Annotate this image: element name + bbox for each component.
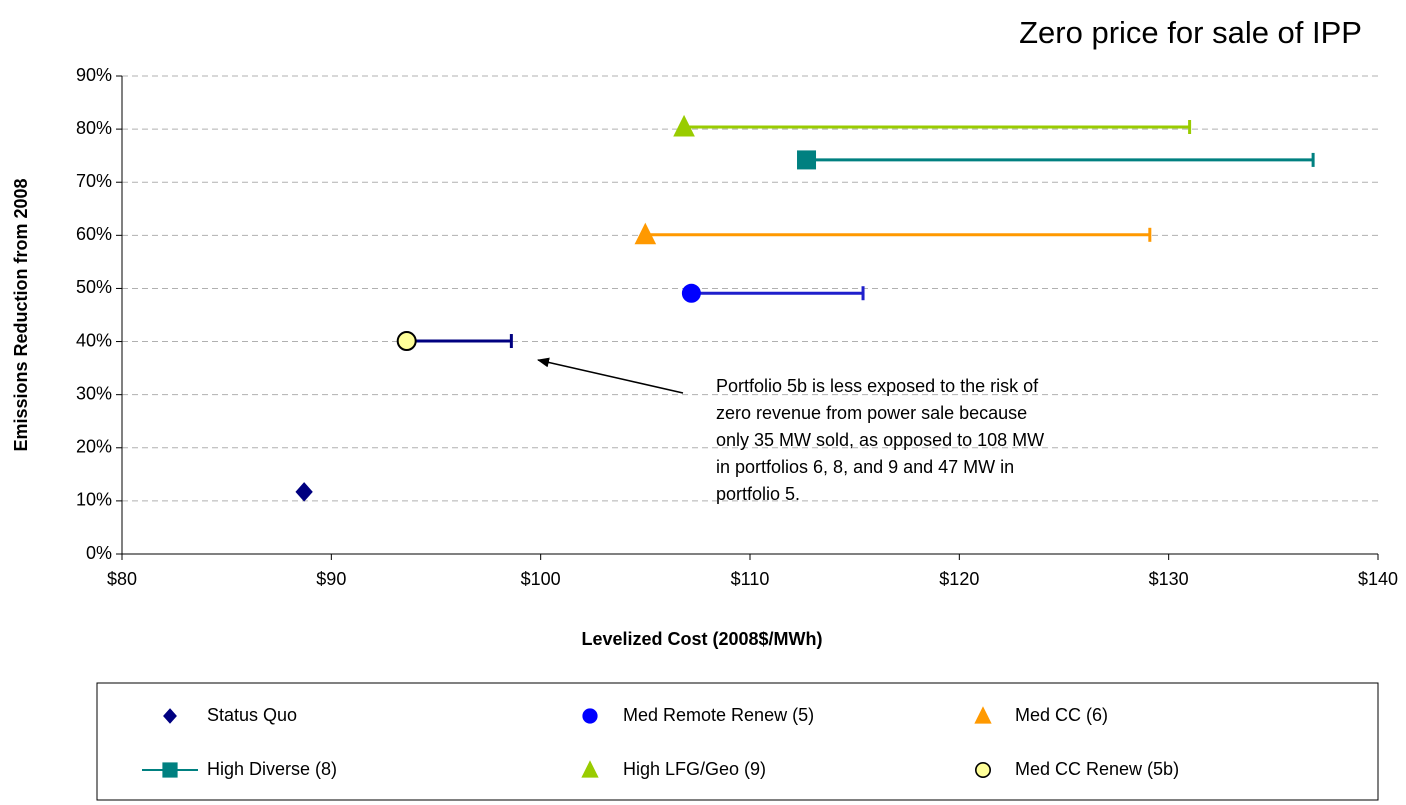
- x-tick-label: $140: [1358, 569, 1398, 589]
- annotation-line: portfolio 5.: [716, 484, 800, 504]
- legend-marker: [163, 708, 177, 724]
- annotation-line: Portfolio 5b is less exposed to the risk…: [716, 376, 1039, 396]
- marker: [396, 331, 417, 352]
- legend-marker: [581, 760, 599, 778]
- legend-marker: [974, 706, 992, 724]
- legend-marker: [162, 762, 178, 778]
- y-tick-label: 30%: [76, 383, 112, 403]
- legend-box: [96, 682, 1379, 801]
- y-axis-label: Emissions Reduction from 2008: [11, 178, 31, 451]
- marker: [797, 150, 817, 170]
- error-bar: [806, 152, 1315, 167]
- y-tick-label: 50%: [76, 277, 112, 297]
- x-tick-label: $120: [939, 569, 979, 589]
- y-tick-label: 70%: [76, 171, 112, 191]
- x-axis-label: Levelized Cost (2008$/MWh): [581, 629, 822, 649]
- y-tick-label: 40%: [76, 330, 112, 350]
- error-bar: [645, 227, 1152, 242]
- legend-marker: [582, 708, 598, 724]
- x-tick-label: $80: [107, 569, 137, 589]
- x-tick-label: $100: [521, 569, 561, 589]
- y-tick-label: 0%: [86, 543, 112, 563]
- legend-label: High LFG/Geo (9): [623, 759, 766, 779]
- annotation-line: zero revenue from power sale because: [716, 403, 1027, 423]
- legend-label: High Diverse (8): [207, 759, 337, 779]
- error-bar: [684, 119, 1192, 134]
- legend-label: Status Quo: [207, 705, 297, 725]
- annotation-arrow: [537, 357, 684, 394]
- error-bar: [691, 286, 865, 301]
- error-bar: [406, 334, 513, 349]
- y-tick-label: 80%: [76, 118, 112, 138]
- x-tick-label: $130: [1149, 569, 1189, 589]
- marker: [295, 482, 313, 502]
- marker: [681, 283, 701, 303]
- y-tick-label: 10%: [76, 490, 112, 510]
- legend-label: Med Remote Renew (5): [623, 705, 814, 725]
- y-tick-label: 90%: [76, 65, 112, 85]
- legend-label: Med CC (6): [1015, 705, 1108, 725]
- annotation-line: in portfolios 6, 8, and 9 and 47 MW in: [716, 457, 1014, 477]
- chart-title: Zero price for sale of IPP: [1019, 15, 1362, 50]
- y-tick-label: 20%: [76, 437, 112, 457]
- x-tick-label: $110: [731, 569, 770, 589]
- marker: [673, 114, 695, 137]
- annotation-line: only 35 MW sold, as opposed to 108 MW: [716, 430, 1044, 450]
- y-tick-label: 60%: [76, 224, 112, 244]
- legend-marker: [974, 762, 991, 779]
- marker: [634, 222, 657, 245]
- legend-label: Med CC Renew (5b): [1015, 759, 1179, 779]
- x-tick-label: $90: [316, 569, 346, 589]
